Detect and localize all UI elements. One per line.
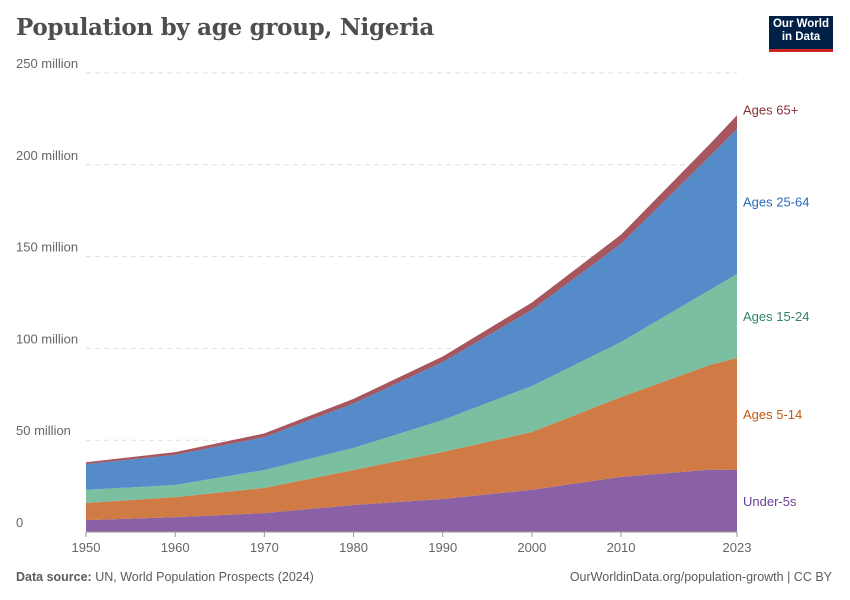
x-tick-label: 1980 — [339, 540, 368, 555]
area-ages-5-14 — [86, 357, 737, 521]
area-ages-15-24 — [86, 274, 737, 503]
x-tick-label: 1950 — [72, 540, 101, 555]
y-tick-label: 0 — [16, 515, 23, 530]
area-ages-25-64 — [86, 128, 737, 490]
y-tick-label: 200 million — [16, 148, 78, 163]
y-tick-label: 100 million — [16, 331, 78, 346]
x-tick-label: 1970 — [250, 540, 279, 555]
y-tick-label: 150 million — [16, 240, 78, 255]
footer-link[interactable]: OurWorldinData.org/population-growth | C… — [569, 570, 832, 584]
owid-logo[interactable]: Our World in Data — [769, 16, 833, 52]
logo-line1: Our World — [772, 18, 829, 30]
x-tick-label: 1990 — [428, 540, 457, 555]
source-label: Data source: — [16, 570, 92, 584]
x-tick-label: 2023 — [723, 540, 752, 555]
y-tick-label: 50 million — [16, 423, 71, 438]
series-label: Ages 25-64 — [743, 195, 810, 210]
y-tick-label: 250 million — [16, 56, 78, 71]
x-tick-label: 2010 — [607, 540, 636, 555]
data-source: Data source: UN, World Population Prospe… — [16, 570, 314, 584]
chart-title: Population by age group, Nigeria — [16, 14, 434, 41]
logo-line2: in Data — [781, 31, 821, 43]
series-label: Under-5s — [743, 494, 797, 509]
series-label: Ages 65+ — [743, 103, 798, 118]
x-tick-label: 1960 — [161, 540, 190, 555]
x-tick-label: 2000 — [517, 540, 546, 555]
series-label: Ages 15-24 — [743, 309, 810, 324]
source-text: UN, World Population Prospects (2024) — [95, 570, 314, 584]
series-label: Ages 5-14 — [743, 407, 802, 422]
area-under-5s — [86, 469, 737, 532]
